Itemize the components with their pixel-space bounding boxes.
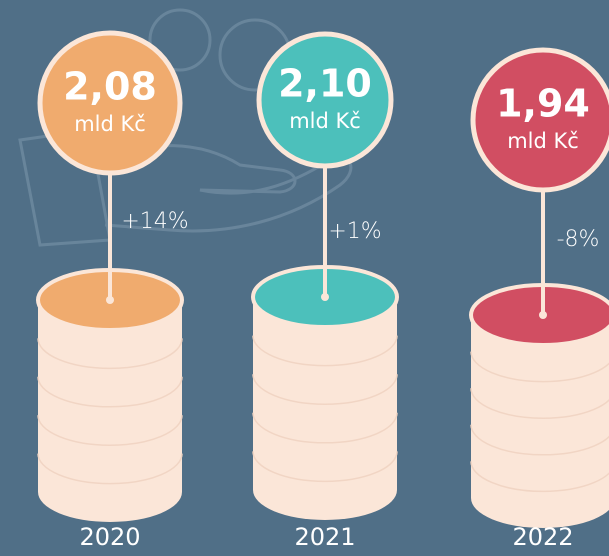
change: +14% xyxy=(121,209,188,234)
value: 1,94 xyxy=(496,82,590,126)
year: 2021 xyxy=(294,523,355,551)
year: 2022 xyxy=(512,523,573,551)
item: 1,94 mld Kč -8% 2022 xyxy=(471,50,609,551)
cylinder-body xyxy=(38,300,182,522)
cylinder-body xyxy=(253,297,397,520)
connector-dot xyxy=(539,311,547,319)
unit: mld Kč xyxy=(507,129,579,153)
value: 2,08 xyxy=(63,65,157,109)
unit: mld Kč xyxy=(74,112,146,136)
change: -8% xyxy=(557,227,600,252)
item: 2,10 mld Kč +1% 2021 xyxy=(253,34,397,551)
value: 2,10 xyxy=(278,62,372,106)
unit: mld Kč xyxy=(289,109,361,133)
change: +1% xyxy=(328,219,381,244)
connector-dot xyxy=(321,293,329,301)
connector-dot xyxy=(106,296,114,304)
year: 2020 xyxy=(79,523,140,551)
item: 2,08 mld Kč +14% 2020 xyxy=(38,33,189,551)
infographic: 2,08 mld Kč +14% 2020 2,10 mld Kč +1% 2021 1,94 m… xyxy=(0,0,609,556)
